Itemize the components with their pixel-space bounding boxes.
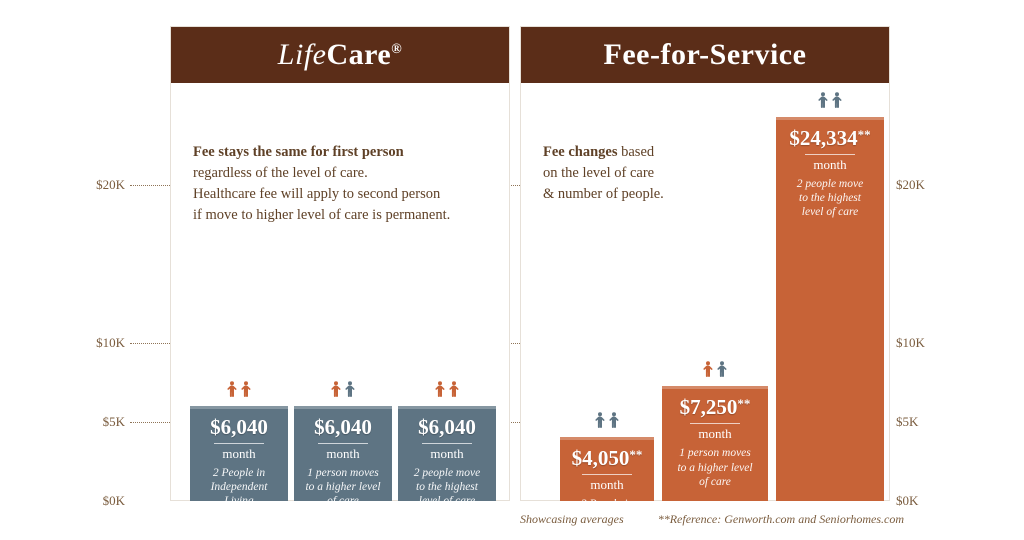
panel-title-lifecare: LifeCare® bbox=[278, 38, 402, 72]
person-icon bbox=[702, 359, 714, 384]
bar-price: $6,040 bbox=[314, 415, 372, 440]
bar-per: month bbox=[582, 474, 631, 493]
panel-header-ffs: Fee-for-Service bbox=[521, 27, 889, 83]
bar-people bbox=[702, 359, 728, 384]
person-icon bbox=[608, 410, 620, 435]
bar-per: month bbox=[422, 443, 471, 462]
desc-lead: Fee stays the same for first person bbox=[193, 144, 404, 160]
bar-per: month bbox=[805, 154, 854, 173]
title-suffix: Care bbox=[326, 38, 391, 71]
y-axis-label-right: $20K bbox=[896, 177, 936, 193]
bar: $6,040month2 people moveto the highestle… bbox=[398, 406, 496, 501]
bar: $4,050**month2 People inIndependentLivin… bbox=[560, 437, 654, 501]
bar-caption: 2 people moveto the highestlevel of care bbox=[791, 177, 869, 220]
y-axis-label-left: $0K bbox=[85, 493, 125, 509]
person-icon bbox=[831, 90, 843, 115]
bar-price: $6,040 bbox=[418, 415, 476, 440]
bar-caption: 1 person movesto a higher levelof care bbox=[299, 466, 386, 509]
desc-lead: Fee changes bbox=[543, 144, 618, 160]
y-axis-label-right: $5K bbox=[896, 414, 936, 430]
person-icon bbox=[226, 379, 238, 404]
panel-desc-lifecare: Fee stays the same for first person rega… bbox=[193, 142, 450, 226]
person-icon bbox=[448, 379, 460, 404]
y-axis-label-left: $10K bbox=[85, 335, 125, 351]
footer-notes: Showcasing averages **Reference: Genwort… bbox=[520, 512, 904, 527]
panel-desc-ffs: Fee changes basedon the level of care& n… bbox=[543, 142, 664, 205]
desc-rest: regardless of the level of care.Healthca… bbox=[193, 165, 450, 223]
bar-caption: 2 people moveto the highestlevel of care bbox=[408, 466, 486, 509]
person-icon bbox=[594, 410, 606, 435]
footer-right: **Reference: Genworth.com and Seniorhome… bbox=[658, 512, 904, 527]
bar: $6,040month1 person movesto a higher lev… bbox=[294, 406, 392, 501]
y-axis-label-right: $10K bbox=[896, 335, 936, 351]
person-icon bbox=[344, 379, 356, 404]
footer-left: Showcasing averages bbox=[520, 512, 624, 527]
bar: $24,334** month 2 people moveto the highes… bbox=[776, 117, 884, 501]
y-axis-label-right: $0K bbox=[896, 493, 936, 509]
person-icon bbox=[716, 359, 728, 384]
bar: $7,250** month 1 person movesto a higher l… bbox=[662, 386, 768, 501]
panel-header-lifecare: LifeCare® bbox=[171, 27, 509, 83]
bar-people bbox=[594, 410, 620, 435]
bar-price: $6,040 bbox=[210, 415, 268, 440]
bar-people bbox=[330, 379, 356, 404]
bar-people bbox=[226, 379, 252, 404]
y-axis-label-left: $5K bbox=[85, 414, 125, 430]
bar-caption: 2 People inIndependentLiving bbox=[205, 466, 274, 509]
bar-per: month bbox=[318, 443, 367, 462]
price-stars: ** bbox=[858, 127, 871, 142]
bar-per: month bbox=[214, 443, 263, 462]
bar-price: $4,050** bbox=[572, 446, 643, 471]
person-icon bbox=[240, 379, 252, 404]
infographic-stage: $0K $0K $5K $5K $10K $10K $20K $20K LifeCare® F… bbox=[0, 0, 1024, 537]
price-stars: ** bbox=[629, 447, 642, 462]
bar-people bbox=[817, 90, 843, 115]
y-axis-label-left: $20K bbox=[85, 177, 125, 193]
bar-price: $24,334** bbox=[789, 126, 870, 151]
person-icon bbox=[817, 90, 829, 115]
bar: $6,040month2 People inIndependentLiving bbox=[190, 406, 288, 501]
title-prefix: Life bbox=[278, 38, 327, 71]
panel-title-ffs: Fee-for-Service bbox=[604, 38, 807, 72]
bar-price: $7,250** bbox=[680, 395, 751, 420]
person-icon bbox=[330, 379, 342, 404]
price-stars: ** bbox=[737, 396, 750, 411]
person-icon bbox=[434, 379, 446, 404]
title-sup: ® bbox=[391, 42, 402, 57]
bar-per: month bbox=[690, 423, 739, 442]
bar-people bbox=[434, 379, 460, 404]
bar-caption: 1 person movesto a higher levelof care bbox=[671, 446, 758, 489]
